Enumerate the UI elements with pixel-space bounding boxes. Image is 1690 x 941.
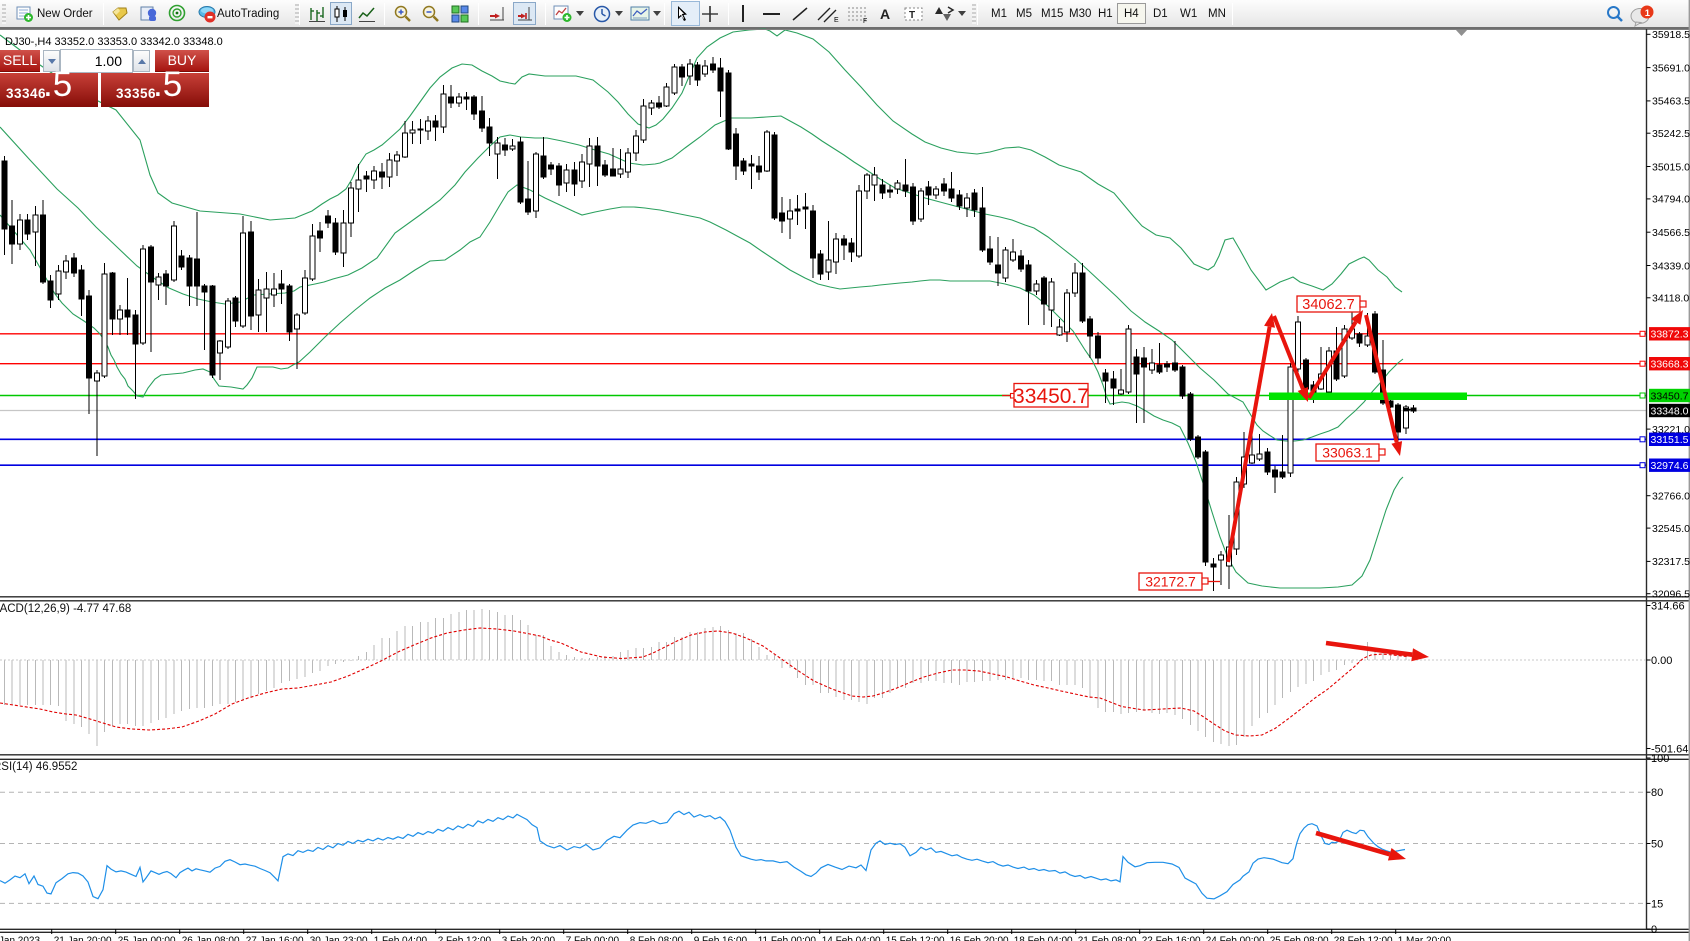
svg-text:35691.0: 35691.0 xyxy=(1652,62,1690,74)
svg-text:11 Feb 00:00: 11 Feb 00:00 xyxy=(758,936,817,941)
svg-text:35015.0: 35015.0 xyxy=(1652,161,1690,173)
svg-text:35242.5: 35242.5 xyxy=(1652,128,1690,140)
svg-text:0.00: 0.00 xyxy=(1651,655,1672,667)
svg-text:22 Feb 16:00: 22 Feb 16:00 xyxy=(1142,936,1201,941)
svg-text:33063.1: 33063.1 xyxy=(1322,445,1373,461)
svg-text:314.66: 314.66 xyxy=(1651,601,1685,613)
svg-text:35918.5: 35918.5 xyxy=(1652,29,1690,41)
svg-text:26 Jan 08:00: 26 Jan 08:00 xyxy=(182,936,240,941)
svg-text:27 Jan 16:00: 27 Jan 16:00 xyxy=(246,936,304,941)
svg-text:35463.5: 35463.5 xyxy=(1652,96,1690,108)
svg-text:32766.0: 32766.0 xyxy=(1652,491,1690,503)
svg-text:16 Feb 20:00: 16 Feb 20:00 xyxy=(950,936,1009,941)
svg-text:1 Feb 04:00: 1 Feb 04:00 xyxy=(374,936,428,941)
svg-text:DJ30-,H4 33352.0 33353.0 3334: DJ30-,H4 33352.0 33353.0 33342.0 33348.0 xyxy=(5,36,223,48)
svg-text:25 Jan 00:00: 25 Jan 00:00 xyxy=(118,936,176,941)
svg-text:1 Mar 20:00: 1 Mar 20:00 xyxy=(1398,936,1452,941)
svg-text:50: 50 xyxy=(1651,839,1663,851)
svg-text:34062.7: 34062.7 xyxy=(1302,297,1354,313)
svg-text:28 Feb 12:00: 28 Feb 12:00 xyxy=(1334,936,1393,941)
svg-text:34794.0: 34794.0 xyxy=(1652,194,1690,206)
svg-text:32172.7: 32172.7 xyxy=(1145,574,1196,590)
svg-text:14 Feb 04:00: 14 Feb 04:00 xyxy=(822,936,881,941)
svg-text:80: 80 xyxy=(1651,787,1663,799)
svg-text:E: E xyxy=(834,17,839,24)
svg-text:100: 100 xyxy=(1651,753,1669,765)
svg-text:19 Jan 2023: 19 Jan 2023 xyxy=(0,936,40,941)
svg-text:32096.5: 32096.5 xyxy=(1652,589,1690,601)
svg-text:33450.7: 33450.7 xyxy=(1013,385,1089,408)
svg-text:T: T xyxy=(909,10,915,21)
svg-text:9 Feb 16:00: 9 Feb 16:00 xyxy=(694,936,748,941)
svg-text:3 Feb 20:00: 3 Feb 20:00 xyxy=(502,936,556,941)
svg-text:32974.6: 32974.6 xyxy=(1651,460,1689,472)
svg-text:33348.0: 33348.0 xyxy=(1651,405,1689,417)
svg-text:RSI(14) 46.9552: RSI(14) 46.9552 xyxy=(0,761,77,773)
svg-text:18 Feb 04:00: 18 Feb 04:00 xyxy=(1014,936,1073,941)
svg-text:33668.3: 33668.3 xyxy=(1651,359,1689,371)
svg-text:7 Feb 00:00: 7 Feb 00:00 xyxy=(566,936,620,941)
svg-text:30 Jan 23:00: 30 Jan 23:00 xyxy=(310,936,368,941)
svg-text:32545.0: 32545.0 xyxy=(1652,523,1690,535)
svg-text:33872.3: 33872.3 xyxy=(1651,329,1689,341)
svg-text:34118.0: 34118.0 xyxy=(1652,293,1689,305)
svg-text:15: 15 xyxy=(1651,898,1663,910)
svg-text:1: 1 xyxy=(1645,8,1651,19)
svg-text:33450.7: 33450.7 xyxy=(1651,390,1689,402)
svg-text:-501.64: -501.64 xyxy=(1651,744,1688,756)
svg-text:25 Feb 08:00: 25 Feb 08:00 xyxy=(1270,936,1329,941)
svg-text:24 Feb 00:00: 24 Feb 00:00 xyxy=(1206,936,1265,941)
svg-text:8 Feb 08:00: 8 Feb 08:00 xyxy=(630,936,684,941)
svg-text:MACD(12,26,9) -4.77 47.68: MACD(12,26,9) -4.77 47.68 xyxy=(0,603,131,615)
svg-text:15 Feb 12:00: 15 Feb 12:00 xyxy=(886,936,945,941)
svg-text:0: 0 xyxy=(1651,924,1657,936)
svg-text:21 Feb 08:00: 21 Feb 08:00 xyxy=(1078,936,1137,941)
svg-text:21 Jan 20:00: 21 Jan 20:00 xyxy=(54,936,112,941)
svg-text:34339.0: 34339.0 xyxy=(1652,260,1690,272)
svg-text:33151.5: 33151.5 xyxy=(1651,434,1689,446)
svg-text:32317.5: 32317.5 xyxy=(1652,556,1690,568)
svg-text:34566.5: 34566.5 xyxy=(1652,227,1690,239)
svg-text:F: F xyxy=(863,18,867,24)
svg-text:2 Feb 12:00: 2 Feb 12:00 xyxy=(438,936,492,941)
